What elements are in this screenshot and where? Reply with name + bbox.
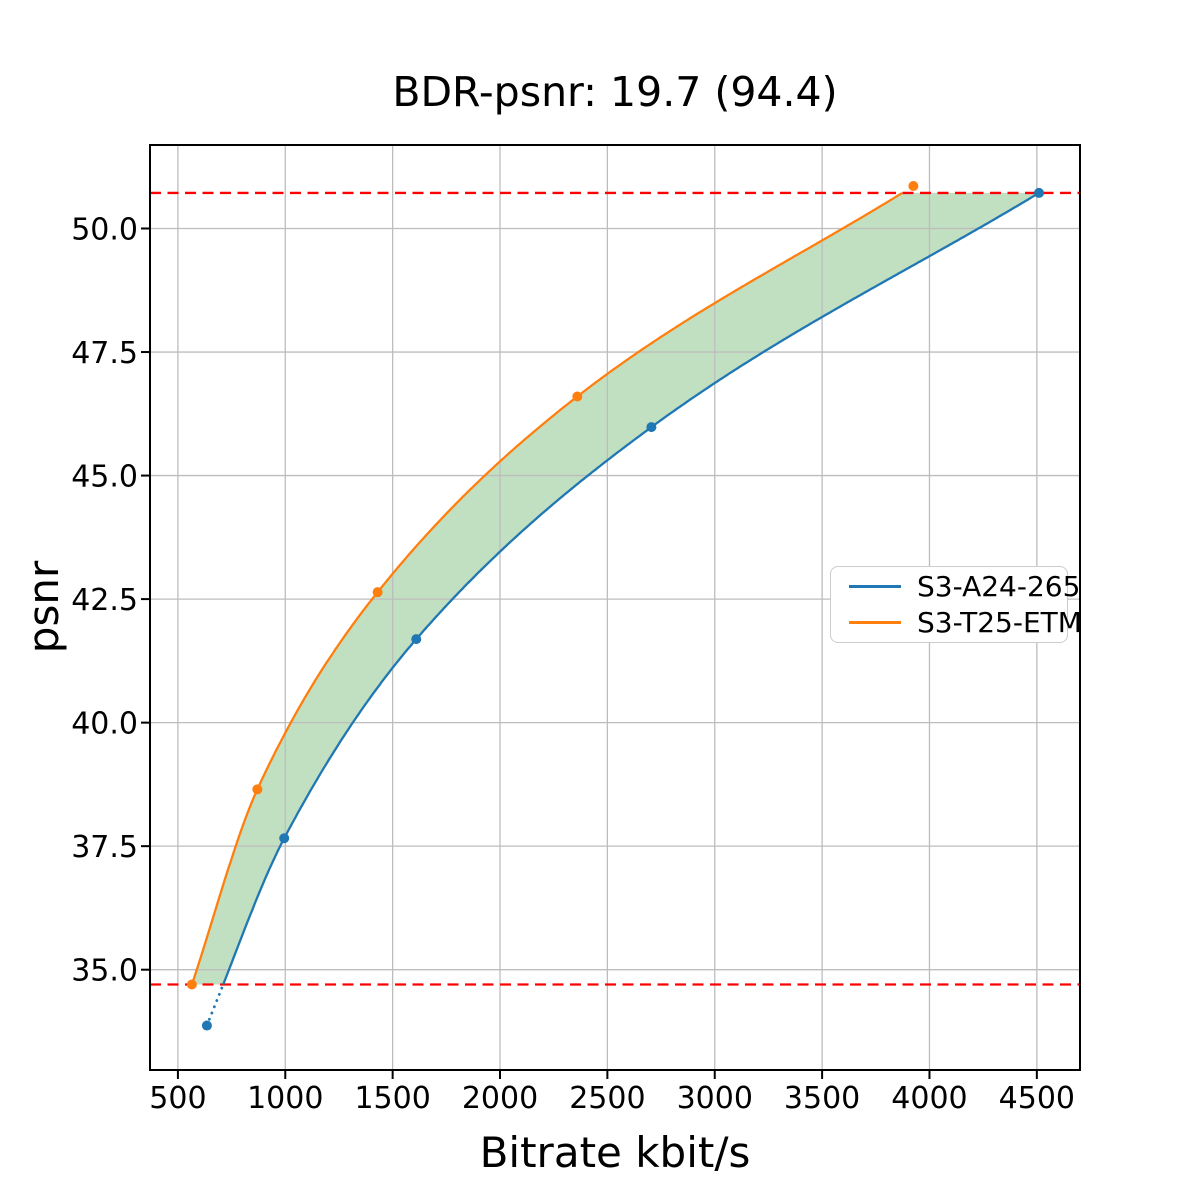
svg-text:3000: 3000 <box>677 1081 753 1116</box>
svg-text:1500: 1500 <box>354 1081 430 1116</box>
legend-item-s3-a24-265: S3-A24-265 <box>849 570 1080 603</box>
y-axis-label: psnr <box>19 560 68 654</box>
plot-border <box>149 144 1081 1071</box>
legend-item-s3-t25-etm: S3-T25-ETM <box>849 606 1082 639</box>
svg-text:1000: 1000 <box>247 1081 323 1116</box>
svg-text:40.0: 40.0 <box>71 707 138 742</box>
chart-title: BDR-psnr: 19.7 (94.4) <box>392 68 838 116</box>
y-tick-labels: 35.0 37.5 40.0 42.5 45.0 47.5 50.0 <box>71 213 138 989</box>
series-line-s3-a24-265 <box>222 191 1040 985</box>
svg-text:3500: 3500 <box>784 1081 860 1116</box>
tick-marks <box>141 227 1038 1079</box>
svg-text:4500: 4500 <box>999 1081 1075 1116</box>
series-line-s3-a24-265-dotted <box>205 983 225 1027</box>
legend-label-s3-t25-etm: S3-T25-ETM <box>917 606 1082 639</box>
svg-text:45.0: 45.0 <box>71 460 138 495</box>
legend: S3-A24-265 S3-T25-ETM <box>830 566 1082 643</box>
svg-text:42.5: 42.5 <box>71 583 138 618</box>
svg-text:35.0: 35.0 <box>71 954 138 989</box>
svg-text:500: 500 <box>149 1081 206 1116</box>
svg-text:4000: 4000 <box>891 1081 967 1116</box>
x-axis-label: Bitrate kbit/s <box>479 1128 751 1177</box>
svg-text:37.5: 37.5 <box>71 830 138 865</box>
x-tick-labels: 500 1000 1500 2000 2500 3000 3500 4000 4500 <box>149 1081 1075 1116</box>
svg-text:2500: 2500 <box>569 1081 645 1116</box>
legend-label-s3-a24-265: S3-A24-265 <box>917 570 1081 603</box>
svg-text:2000: 2000 <box>462 1081 538 1116</box>
data-point-markers <box>186 181 1044 1031</box>
svg-text:47.5: 47.5 <box>71 336 138 371</box>
series-line-s3-t25-etm <box>190 191 903 985</box>
legend-line-swatch-orange <box>849 621 901 624</box>
psnr-overlap-bound-lines <box>150 191 1080 986</box>
legend-line-swatch-blue <box>849 585 901 588</box>
svg-text:50.0: 50.0 <box>71 213 138 248</box>
